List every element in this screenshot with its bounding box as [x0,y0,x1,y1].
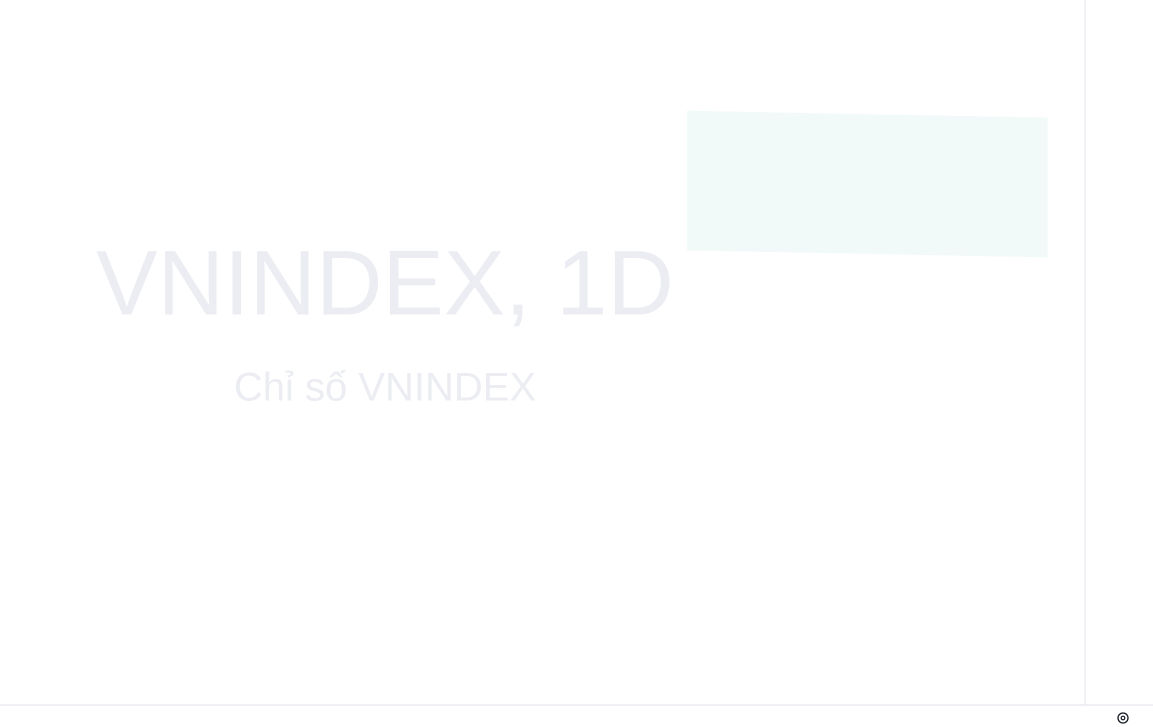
gear[interactable] [1117,712,1129,724]
plot [687,110,1048,258]
watermark-title: VNINDEX, 1D [96,232,674,334]
gear-center[interactable] [1120,715,1126,721]
watermark-subtitle: Chỉ số VNINDEX [234,366,536,410]
settings-icon[interactable] [1117,712,1129,724]
channel-fill [687,110,1048,258]
